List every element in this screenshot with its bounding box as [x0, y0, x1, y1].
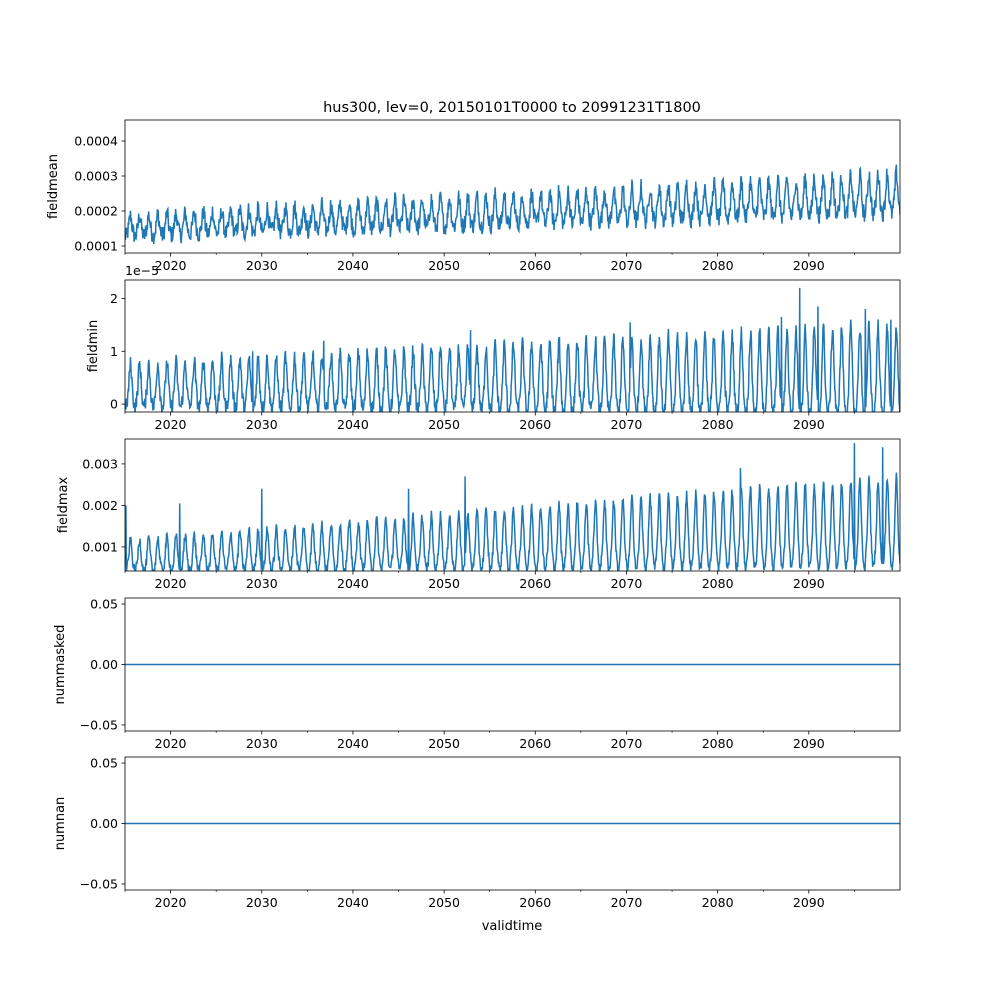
y-tick-label: −0.05: [80, 876, 118, 891]
x-tick-label: 2080: [702, 417, 734, 432]
y-axis-label: fieldmean: [46, 154, 61, 219]
series-line-fieldmin: [125, 287, 900, 412]
x-tick-label: 2050: [428, 736, 460, 751]
x-tick-label: 2070: [611, 895, 643, 910]
x-tick-label: 2090: [793, 895, 825, 910]
x-tick-label: 2080: [702, 895, 734, 910]
x-tick-label: 2020: [155, 736, 187, 751]
y-tick-label: 0.05: [90, 756, 118, 771]
x-tick-label: 2040: [337, 895, 369, 910]
x-tick-label: 2060: [519, 895, 551, 910]
y-tick-label: 0.0001: [74, 239, 118, 254]
x-tick-label: 2020: [155, 895, 187, 910]
x-tick-label: 2040: [337, 576, 369, 591]
panel-numnan: −0.05 0.00 0.05 2020 2030 2040 2050 2060 2070 208…: [53, 756, 901, 910]
y-tick-label: 1: [110, 344, 118, 359]
y-tick-label: 0.00: [90, 816, 118, 831]
y-tick-label: 0.0003: [74, 169, 118, 184]
plot-frame: [124, 438, 901, 572]
y-tick-label: 0.001: [82, 539, 118, 554]
panel-fieldmean: 0.0001 0.0002 0.0003 0.0004 2020 2030 2040 2050…: [46, 119, 901, 273]
x-tick-label: 2030: [246, 895, 278, 910]
x-tick-label: 2090: [793, 736, 825, 751]
x-tick-label: 2020: [155, 576, 187, 591]
x-tick-label: 2060: [519, 417, 551, 432]
x-axis-label: validtime: [482, 919, 543, 934]
series-line-fieldmean: [125, 164, 900, 245]
x-tick-label: 2070: [611, 417, 643, 432]
x-tick-label: 2060: [519, 576, 551, 591]
x-tick-label: 2080: [702, 258, 734, 273]
x-tick-label: 2020: [155, 258, 187, 273]
x-tick-label: 2050: [428, 895, 460, 910]
x-tick-label: 2090: [793, 417, 825, 432]
x-tick-label: 2090: [793, 258, 825, 273]
y-tick-label: 2: [110, 291, 118, 306]
chart-title: hus300, lev=0, 20150101T0000 to 20991231…: [323, 100, 701, 116]
y-offset-label: 1e−5: [125, 263, 159, 278]
y-tick-label: 0.0004: [74, 134, 118, 149]
x-tick-label: 2070: [611, 576, 643, 591]
panel-nummasked: −0.05 0.00 0.05 2020 2030 2040 2050 2060 2070 208…: [53, 597, 901, 751]
x-tick-label: 2070: [611, 736, 643, 751]
x-tick-label: 2050: [428, 417, 460, 432]
y-axis-label: fieldmax: [56, 477, 71, 534]
x-tick-label: 2040: [337, 258, 369, 273]
x-tick-label: 2030: [246, 576, 278, 591]
x-tick-label: 2060: [519, 736, 551, 751]
plot-frame: [124, 119, 901, 254]
x-tick-label: 2080: [702, 736, 734, 751]
y-axis-label: nummasked: [53, 625, 68, 705]
x-tick-label: 2070: [611, 258, 643, 273]
x-tick-label: 2030: [246, 417, 278, 432]
x-tick-label: 2050: [428, 576, 460, 591]
x-tick-label: 2080: [702, 576, 734, 591]
y-tick-label: 0.05: [90, 597, 118, 612]
x-tick-label: 2020: [155, 417, 187, 432]
y-tick-label: 0.003: [82, 456, 118, 471]
y-axis-label: fieldmin: [86, 320, 101, 373]
x-tick-label: 2060: [519, 258, 551, 273]
x-tick-label: 2030: [246, 258, 278, 273]
y-tick-label: −0.05: [80, 717, 118, 732]
panel-fieldmin: 0 1 2 2020 2030 2040 2050 2060 2070 2080 2090 field…: [86, 263, 901, 432]
y-axis-label: numnan: [53, 797, 68, 851]
y-tick-label: 0.00: [90, 657, 118, 672]
y-tick-label: 0: [110, 397, 118, 412]
x-tick-label: 2090: [793, 576, 825, 591]
x-tick-label: 2040: [337, 417, 369, 432]
x-tick-label: 2030: [246, 736, 278, 751]
x-tick-label: 2040: [337, 736, 369, 751]
plot-frame: [124, 279, 901, 413]
x-tick-label: 2050: [428, 258, 460, 273]
panel-fieldmax: 0.001 0.002 0.003 2020 2030 2040 2050 2060 2070 2…: [56, 438, 901, 591]
series-line-fieldmax: [125, 443, 900, 571]
y-tick-label: 0.0002: [74, 204, 118, 219]
y-tick-label: 0.002: [82, 498, 118, 513]
